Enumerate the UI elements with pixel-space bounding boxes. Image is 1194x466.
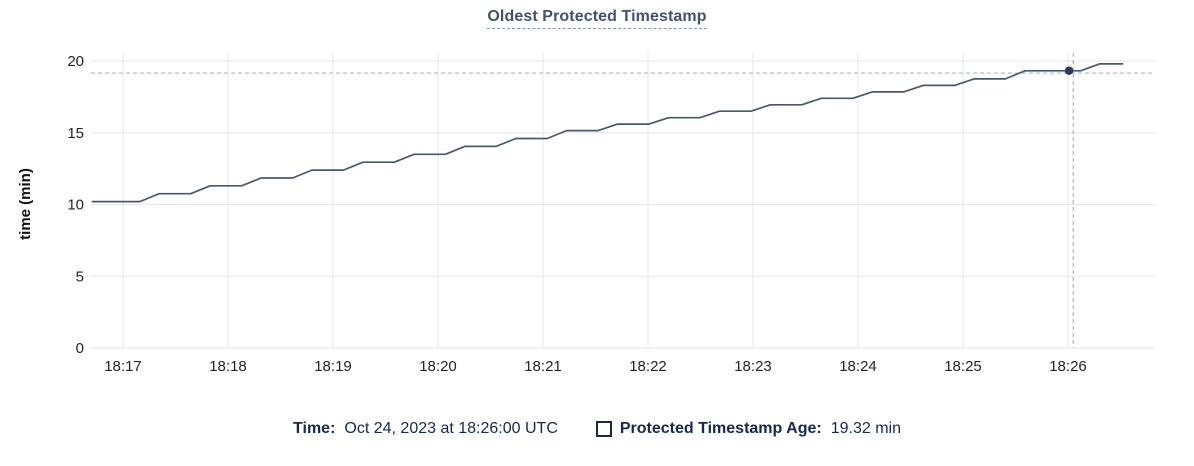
y-axis-title: time (min)	[17, 168, 34, 240]
y-tick-label: 0	[76, 340, 84, 357]
x-tick-label: 18:21	[524, 358, 562, 375]
x-tick-label: 18:26	[1049, 358, 1087, 375]
x-tick-label: 18:20	[419, 358, 457, 375]
series-checkbox-icon	[595, 421, 612, 437]
legend-item-protected-timestamp-age[interactable]: Protected Timestamp Age: 19.32 min	[595, 420, 901, 438]
chart-title[interactable]: Oldest Protected Timestamp	[487, 8, 707, 29]
hover-time-value: Oct 24, 2023 at 18:26:00 UTC	[344, 420, 558, 437]
x-tick-label: 18:22	[629, 358, 667, 375]
x-tick-label: 18:24	[839, 358, 877, 375]
x-tick-label: 18:25	[944, 358, 982, 375]
hover-point-dot	[1064, 66, 1074, 75]
x-tick-label: 18:17	[104, 358, 142, 375]
chart-plot-area[interactable]: 0 5 10 15 20 18:17 18:18 18:19 18:20 18:21 18:22 18…	[0, 0, 1194, 410]
chart-hover-legend: Time: Oct 24, 2023 at 18:26:00 UTC Prote…	[0, 420, 1194, 438]
y-tick-label: 20	[67, 53, 84, 70]
y-tick-label: 10	[67, 197, 84, 214]
series-line	[91, 63, 1124, 203]
series-name-label: Protected Timestamp Age:	[619, 420, 822, 437]
y-tick-label: 15	[67, 125, 84, 142]
series-value: 19.32 min	[830, 420, 901, 437]
x-tick-label: 18:23	[734, 358, 772, 375]
y-tick-label: 5	[76, 268, 84, 285]
hover-time-label: Time:	[293, 420, 336, 437]
x-tick-label: 18:19	[314, 358, 352, 375]
x-tick-label: 18:18	[209, 358, 247, 375]
chart-header: Oldest Protected Timestamp	[0, 8, 1194, 29]
